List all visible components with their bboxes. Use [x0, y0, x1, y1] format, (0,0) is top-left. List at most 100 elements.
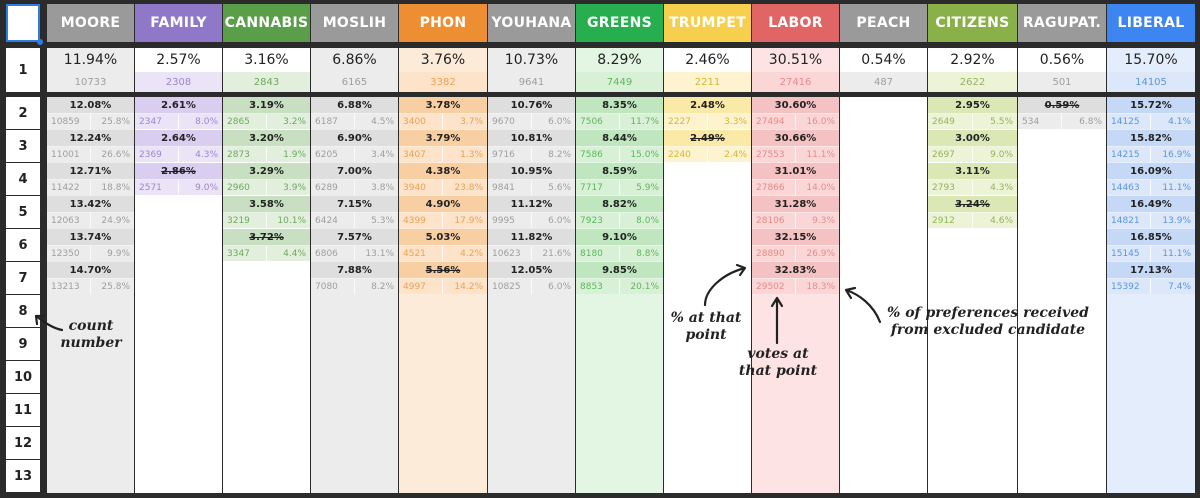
column-header-labor[interactable]: LABOR [752, 4, 839, 42]
preference-share: 4.5% [371, 116, 394, 127]
column-header-peach[interactable]: PEACH [840, 4, 927, 42]
row-number[interactable]: 9 [6, 328, 40, 360]
column-header-youhana[interactable]: YOUHANA [488, 4, 575, 42]
count-votes: 3940 [399, 180, 443, 195]
count-detail: 2873 1.9% [223, 147, 310, 162]
count-pct: 9.85% [576, 262, 663, 279]
preference-share: 3.7% [460, 116, 483, 127]
count-votes: 2873 [223, 147, 267, 162]
first-pref-pct: 6.86% [311, 48, 398, 72]
count-detail: 10825 6.0% [488, 279, 575, 294]
count-pct: 2.48% [664, 97, 751, 114]
count-votes: 7506 [576, 114, 620, 129]
row-number[interactable]: 6 [6, 229, 40, 261]
row-number[interactable]: 3 [6, 130, 40, 162]
row-number[interactable]: 5 [6, 196, 40, 228]
column-header-phon[interactable]: PHON [399, 4, 487, 42]
count-detail: 12063 24.9% [47, 213, 134, 228]
first-pref-pct: 10.73% [488, 48, 575, 72]
count-detail: 4521 4.2% [399, 246, 487, 261]
count-votes: 27494 [752, 114, 796, 129]
first-pref-pct: 3.16% [223, 48, 310, 72]
count-pct: 8.82% [576, 196, 663, 213]
row-number[interactable]: 13 [6, 460, 40, 492]
arrow-pct-prefs [844, 286, 882, 324]
column-header-ragupat[interactable]: RAGUPAT. [1018, 4, 1106, 42]
row-number[interactable]: 1 [6, 48, 40, 92]
count-detail: 29502 18.3% [752, 279, 839, 294]
column-header-liberal[interactable]: LIBERAL [1107, 4, 1195, 42]
preference-share: 3.3% [724, 116, 747, 127]
preference-share: 11.1% [806, 149, 835, 160]
count-votes: 29502 [752, 279, 796, 294]
count-pct: 7.88% [311, 262, 398, 279]
row-number[interactable]: 10 [6, 361, 40, 393]
first-pref-votes: 7449 [576, 72, 663, 92]
preference-share: 5.5% [990, 116, 1013, 127]
count-votes: 15145 [1107, 246, 1151, 261]
count-detail: 9995 6.0% [488, 213, 575, 228]
preference-share: 3.2% [283, 116, 306, 127]
first-pref-pct: 0.54% [840, 48, 927, 72]
first-pref-pct: 15.70% [1107, 48, 1195, 72]
count-votes: 2865 [223, 114, 267, 129]
row-number[interactable]: 12 [6, 427, 40, 459]
column-header-trumpet[interactable]: TRUMPET [664, 4, 751, 42]
arrow-pct-at-point [703, 263, 747, 307]
count-pct: 14.70% [47, 262, 134, 279]
count-pct: 16.85% [1107, 229, 1195, 246]
count-votes: 8180 [576, 246, 620, 261]
count-votes: 3407 [399, 147, 443, 162]
count-pct: 30.60% [752, 97, 839, 114]
row-number[interactable]: 2 [6, 97, 40, 129]
column-header-cannabis[interactable]: CANNABIS [223, 4, 310, 42]
row-number[interactable]: 11 [6, 394, 40, 426]
preference-share: 4.3% [990, 182, 1013, 193]
selection-handle[interactable] [37, 39, 43, 45]
count-votes: 9841 [488, 180, 532, 195]
count-detail: 27866 14.0% [752, 180, 839, 195]
count-detail: 7506 11.7% [576, 114, 663, 129]
count-detail: 3219 10.1% [223, 213, 310, 228]
count-votes: 2793 [928, 180, 973, 195]
select-all-corner[interactable] [6, 4, 40, 42]
count-detail: 7586 15.0% [576, 147, 663, 162]
count-pct: 8.59% [576, 163, 663, 180]
preference-share: 16.9% [1162, 149, 1191, 160]
count-pct: 3.29% [223, 163, 310, 180]
count-detail: 28106 9.3% [752, 213, 839, 228]
count-votes: 3219 [223, 213, 267, 228]
count-pct: 8.44% [576, 130, 663, 147]
preference-share: 4.6% [990, 215, 1013, 226]
first-pref-pct: 0.56% [1018, 48, 1106, 72]
count-detail: 3400 3.7% [399, 114, 487, 129]
column-header-moore[interactable]: MOORE [47, 4, 134, 42]
count-detail: 7923 8.0% [576, 213, 663, 228]
count-detail: 6424 5.3% [311, 213, 398, 228]
column-header-family[interactable]: FAMILY [135, 4, 222, 42]
row-number[interactable]: 7 [6, 262, 40, 294]
count-pct: 6.90% [311, 130, 398, 147]
column-header-greens[interactable]: GREENS [576, 4, 663, 42]
count-votes: 14125 [1107, 114, 1151, 129]
row-number[interactable]: 8 [6, 295, 40, 327]
count-detail: 3940 23.8% [399, 180, 487, 195]
preference-share: 5.6% [548, 182, 571, 193]
first-pref-pct: 8.29% [576, 48, 663, 72]
count-votes: 12063 [47, 213, 91, 228]
preference-share: 14.0% [806, 182, 835, 193]
count-detail: 3347 4.4% [223, 246, 310, 261]
count-pct: 3.78% [399, 97, 487, 114]
count-detail: 27553 11.1% [752, 147, 839, 162]
count-detail: 2240 2.4% [664, 147, 751, 162]
row-number[interactable]: 4 [6, 163, 40, 195]
count-pct: 4.90% [399, 196, 487, 213]
column-header-moslih[interactable]: MOSLIH [311, 4, 398, 42]
count-pct: 10.95% [488, 163, 575, 180]
count-detail: 9670 6.0% [488, 114, 575, 129]
count-votes: 12350 [47, 246, 91, 261]
count-detail: 6187 4.5% [311, 114, 398, 129]
count-votes: 7717 [576, 180, 620, 195]
count-detail: 2793 4.3% [928, 180, 1017, 195]
column-header-citizens[interactable]: CITIZENS [928, 4, 1017, 42]
